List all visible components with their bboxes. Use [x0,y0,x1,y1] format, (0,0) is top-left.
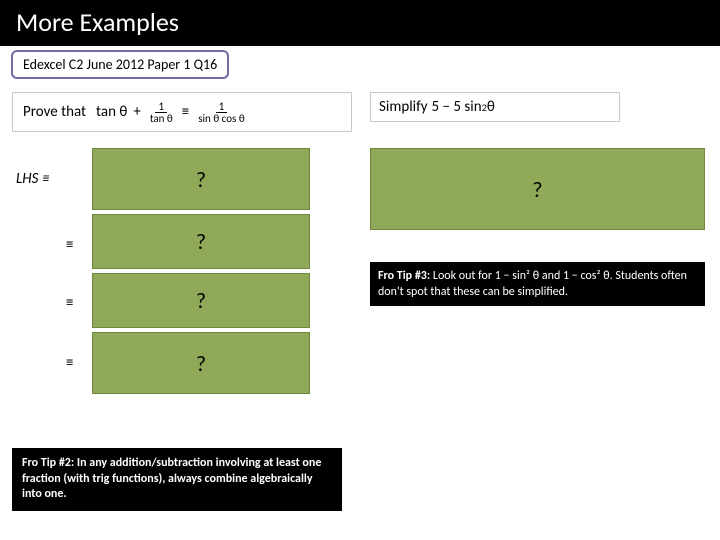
frac-1-over-sincos: 1 sin θ cos θ [195,101,247,124]
placeholder-text: ? [196,228,206,255]
answer-box-2[interactable]: ? [92,214,310,269]
fro-tip-3: Fro Tip #3: Look out for 1 − sin² θ and … [370,262,705,306]
tip3-expr2: 1 − cos² θ [563,269,610,283]
prove-label: Prove that [23,103,86,121]
frac2-num: 1 [216,101,228,113]
prove-statement: Prove that tan θ + 1 tan θ ≡ 1 sin θ cos… [12,92,352,132]
simplify-expr: 5 − 5 sin [432,98,482,116]
frac-1-over-tan: 1 tan θ [147,101,176,124]
equiv-3: ≡ [66,294,73,312]
source-badge: Edexcel C2 June 2012 Paper 1 Q16 [11,50,229,79]
answer-box-4[interactable]: ? [92,332,310,394]
tip3-label: Fro Tip #3: [378,269,430,283]
fro-tip-2: Fro Tip #2: In any addition/subtraction … [12,448,342,511]
tip3-expr1: 1 − sin² θ [495,269,539,283]
equiv-sign: ≡ [182,103,189,121]
prove-tan: tan θ [96,103,127,121]
plus-sign: + [133,103,140,121]
answer-box-1[interactable]: ? [92,148,310,210]
frac2-den: sin θ cos θ [195,113,247,124]
equiv-2: ≡ [66,236,73,254]
equiv-4: ≡ [66,354,73,372]
simplify-theta: θ [487,98,495,116]
page-title: More Examples [0,0,720,46]
frac1-num: 1 [155,101,167,113]
placeholder-text: ? [196,166,206,193]
placeholder-text: ? [196,350,206,377]
answer-box-right[interactable]: ? [370,148,705,230]
tip2-text: Fro Tip #2: In any addition/subtraction … [22,456,321,501]
simplify-label: Simplify [379,98,428,116]
answer-box-3[interactable]: ? [92,273,310,328]
tip3-t2: and [539,269,563,283]
placeholder-text: ? [196,287,206,314]
placeholder-text: ? [532,176,542,203]
frac1-den: tan θ [147,113,176,124]
tip3-t1: Look out for [430,269,495,283]
lhs-label: LHS ≡ [16,170,49,188]
simplify-statement: Simplify 5 − 5 sin2 θ [370,92,620,122]
